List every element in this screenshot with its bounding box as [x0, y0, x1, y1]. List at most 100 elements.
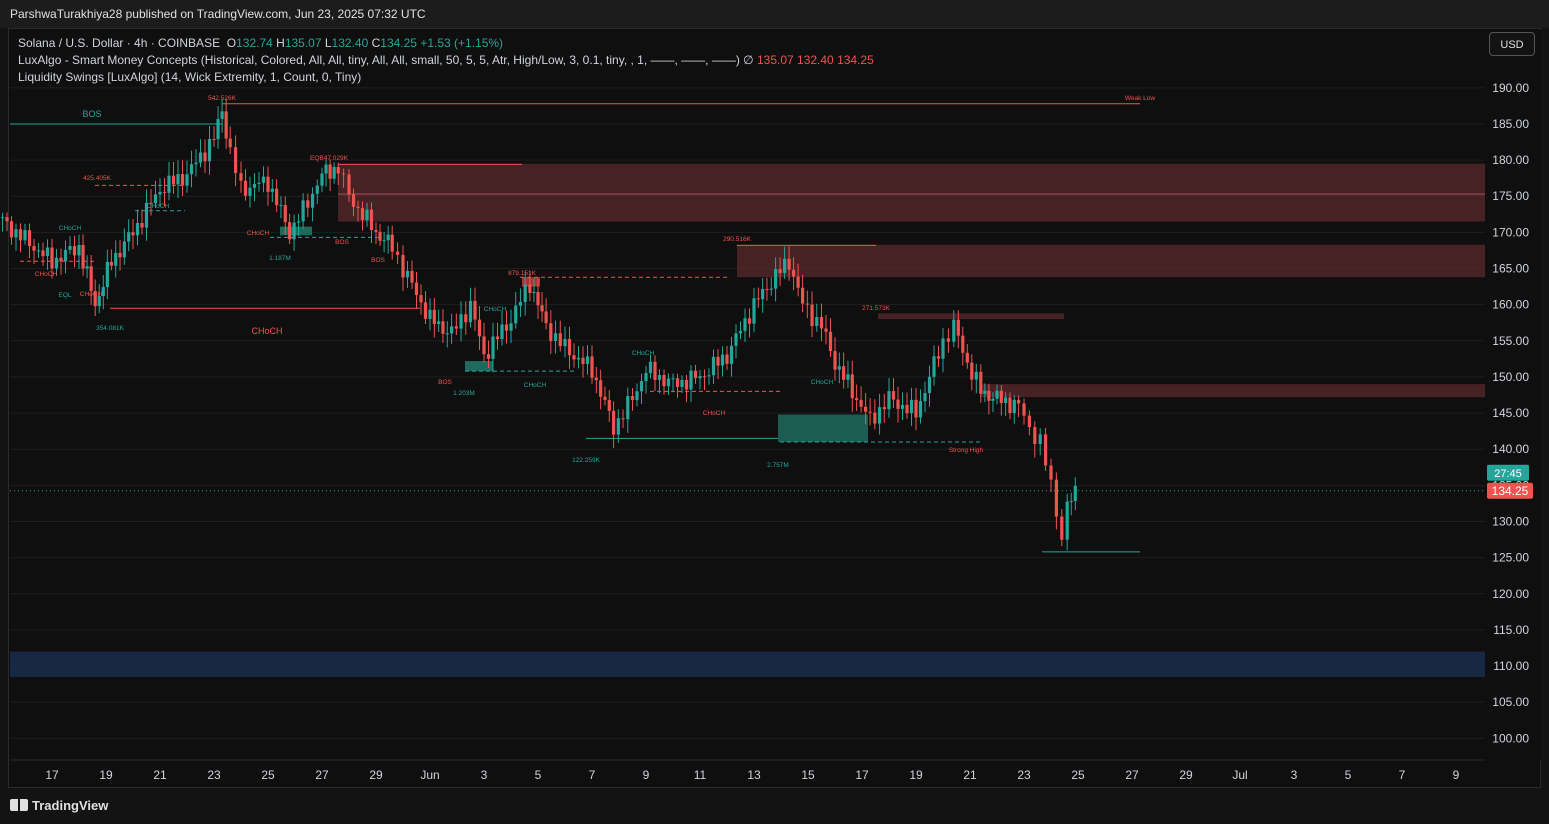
price-tick-label: 120.00: [1492, 587, 1529, 601]
candle-body: [18, 229, 23, 241]
candle-body: [189, 164, 194, 175]
candle-body: [283, 205, 287, 223]
time-tick-label: 7: [1399, 768, 1406, 782]
price-tick-label: 105.00: [1492, 695, 1529, 709]
chart-annotation: CHoCH: [703, 410, 726, 417]
candle-body: [140, 223, 144, 228]
candle-body: [657, 374, 662, 380]
candle-body: [956, 319, 960, 336]
candle-body: [324, 164, 328, 174]
candle-body: [887, 391, 891, 410]
candle-body: [72, 246, 77, 256]
volume-label: EQB47.029K: [310, 155, 349, 162]
high-value: 135.07: [284, 36, 322, 50]
candle-body: [1049, 465, 1053, 480]
candle-body: [671, 378, 675, 380]
candle-body: [89, 266, 93, 292]
candle-body: [796, 276, 800, 288]
candle-body: [127, 232, 131, 242]
candle-body: [891, 391, 896, 400]
candle-body: [952, 319, 956, 342]
candle-body: [59, 257, 63, 262]
candle-body: [563, 338, 567, 347]
candle-body: [390, 234, 394, 252]
liquidity-indicator-line[interactable]: Liquidity Swings [LuxAlgo] (14, Wick Ext…: [18, 69, 874, 86]
price-tick-label: 180.00: [1492, 153, 1529, 167]
demand-zone: [465, 361, 493, 372]
time-tick-label: 17: [855, 768, 869, 782]
candle-body: [846, 374, 850, 380]
candle-body: [648, 361, 653, 373]
candle-body: [239, 173, 243, 181]
time-tick-label: Jul: [1232, 768, 1247, 782]
liquidity-indicator-label: Liquidity Swings [LuxAlgo] (14, Wick Ext…: [18, 70, 362, 84]
candle-body: [50, 247, 54, 269]
symbol-title[interactable]: Solana / U.S. Dollar · 4h · COINBASE: [18, 36, 221, 50]
candle-body: [729, 345, 734, 364]
candle-body: [332, 166, 336, 179]
candle-body: [41, 250, 45, 257]
candle-body: [572, 355, 576, 360]
candle-body: [1073, 485, 1077, 501]
candle-body: [747, 318, 752, 324]
candle-body: [923, 393, 927, 402]
candle-body: [927, 376, 932, 394]
candle-body: [855, 398, 859, 400]
last-price-tag: [1487, 482, 1533, 499]
candle-body: [684, 379, 689, 390]
candle-body: [495, 336, 500, 340]
candle-body: [756, 298, 760, 300]
candle-body: [725, 354, 729, 364]
candle-body: [504, 324, 509, 331]
candle-body: [149, 202, 153, 204]
candle-body: [774, 269, 778, 289]
time-tick-label: 27: [315, 768, 329, 782]
time-tick-label: 21: [153, 768, 167, 782]
candle-body: [468, 300, 473, 323]
volume-label: 354.081K: [96, 325, 124, 332]
candle-body: [328, 164, 332, 179]
chart-annotation: CHoCH: [484, 306, 507, 313]
candle-body: [528, 284, 532, 293]
candle-body: [877, 407, 882, 424]
smc-indicator-line[interactable]: LuxAlgo - Smart Money Concepts (Historic…: [18, 53, 874, 67]
supply-zone: [980, 384, 1485, 398]
price-tick-label: 130.00: [1492, 514, 1529, 528]
candle-body: [176, 174, 180, 185]
candle-body: [310, 193, 315, 208]
candle-body: [815, 317, 819, 327]
time-tick-label: 9: [643, 768, 650, 782]
candle-body: [743, 318, 747, 331]
candle-body: [765, 288, 769, 290]
candle-body: [946, 338, 950, 342]
candle-body: [441, 321, 445, 334]
candle-body: [68, 246, 72, 250]
chart-annotation: CHoCH: [35, 271, 58, 278]
candle-body: [114, 252, 118, 266]
tradingview-logo[interactable]: TradingView: [10, 798, 108, 813]
candle-body: [540, 305, 544, 312]
candle-body: [1060, 516, 1064, 540]
time-tick-label: 7: [589, 768, 596, 782]
candle-body: [837, 366, 841, 370]
candle-body: [342, 173, 346, 175]
candle-body: [144, 202, 149, 228]
candle-body: [486, 354, 491, 359]
candle-body: [228, 138, 232, 148]
candle-body: [1044, 434, 1048, 466]
candle-body: [914, 399, 918, 418]
candle-body: [1004, 397, 1008, 404]
price-tick-label: 170.00: [1492, 225, 1529, 239]
candle-body: [941, 338, 945, 359]
candle-body: [81, 245, 85, 269]
supply-zone: [737, 244, 1485, 278]
candle-body: [491, 336, 495, 359]
price-tick-label: 145.00: [1492, 406, 1529, 420]
candle-body: [405, 270, 410, 278]
candle-body: [297, 221, 301, 223]
currency-button[interactable]: USD: [1489, 32, 1535, 56]
candle-body: [842, 366, 846, 380]
demand-zone: [778, 414, 868, 442]
candle-body: [523, 284, 527, 303]
